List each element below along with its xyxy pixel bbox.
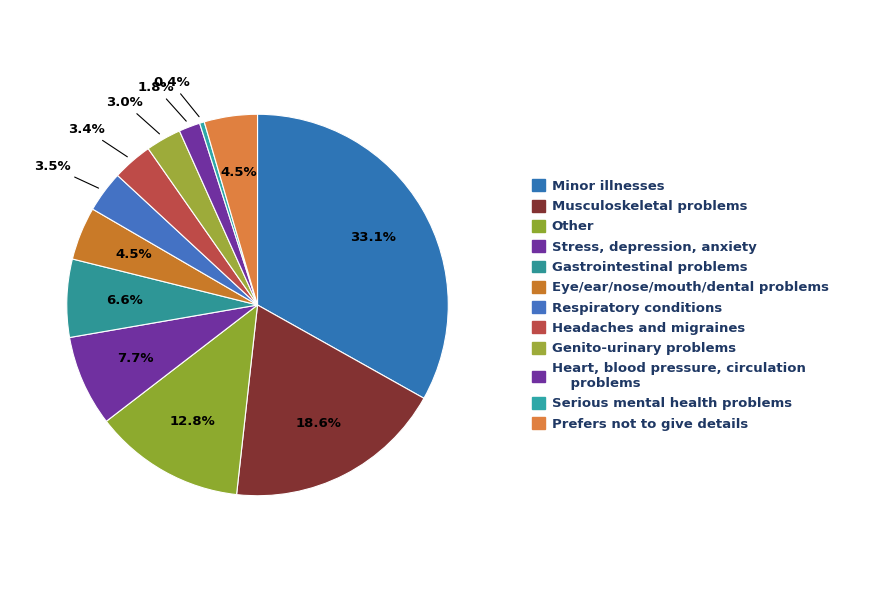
Wedge shape (92, 176, 258, 305)
Wedge shape (179, 123, 258, 305)
Wedge shape (117, 149, 258, 305)
Wedge shape (200, 122, 258, 305)
Legend: Minor illnesses, Musculoskeletal problems, Other, Stress, depression, anxiety, G: Minor illnesses, Musculoskeletal problem… (532, 179, 829, 431)
Wedge shape (69, 305, 258, 422)
Text: 7.7%: 7.7% (117, 352, 154, 365)
Wedge shape (258, 114, 448, 398)
Wedge shape (236, 305, 424, 496)
Text: 3.4%: 3.4% (67, 123, 127, 157)
Text: 12.8%: 12.8% (169, 415, 215, 428)
Wedge shape (67, 259, 258, 337)
Text: 4.5%: 4.5% (115, 248, 152, 261)
Text: 3.5%: 3.5% (34, 160, 99, 188)
Wedge shape (107, 305, 258, 495)
Text: 33.1%: 33.1% (350, 231, 396, 244)
Text: 3.0%: 3.0% (106, 96, 160, 134)
Text: 6.6%: 6.6% (106, 293, 142, 307)
Text: 1.8%: 1.8% (138, 81, 186, 121)
Text: 18.6%: 18.6% (296, 417, 342, 430)
Wedge shape (148, 131, 258, 305)
Wedge shape (73, 209, 258, 305)
Wedge shape (204, 114, 258, 305)
Text: 0.4%: 0.4% (153, 76, 199, 117)
Text: 4.5%: 4.5% (220, 167, 257, 179)
